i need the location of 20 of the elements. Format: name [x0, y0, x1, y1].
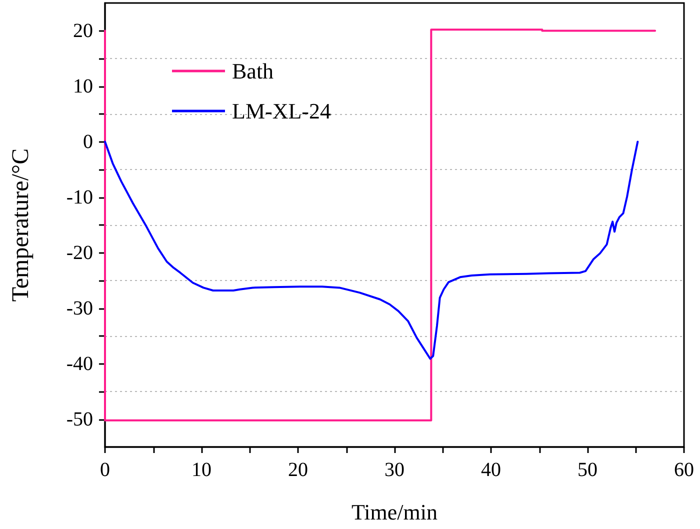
x-tick-label: 10 — [192, 459, 212, 481]
y-tick-label: 10 — [73, 75, 93, 98]
legend-label: LM-XL-24 — [232, 98, 331, 124]
line-series — [104, 140, 639, 360]
y-axis-title: Temperature/°C — [8, 148, 34, 302]
x-tick-label: 60 — [674, 459, 694, 481]
y-tick-label: -20 — [66, 242, 93, 264]
y-tick-label: -30 — [66, 297, 93, 320]
x-tick-label: 0 — [100, 459, 110, 481]
x-tick-label: 30 — [384, 459, 404, 481]
x-tick-label: 50 — [578, 459, 598, 481]
y-tick-label: 20 — [73, 20, 93, 42]
y-tick-label: -50 — [66, 408, 93, 430]
x-axis-title: Time/min — [352, 500, 438, 524]
x-tick-label: 40 — [481, 459, 501, 481]
y-tick-label: 0 — [83, 130, 93, 153]
legend-label: Bath — [232, 58, 274, 84]
x-tick-label: 20 — [288, 459, 308, 481]
y-tick-label: -10 — [66, 186, 93, 208]
y-tick-label: -40 — [66, 352, 93, 375]
